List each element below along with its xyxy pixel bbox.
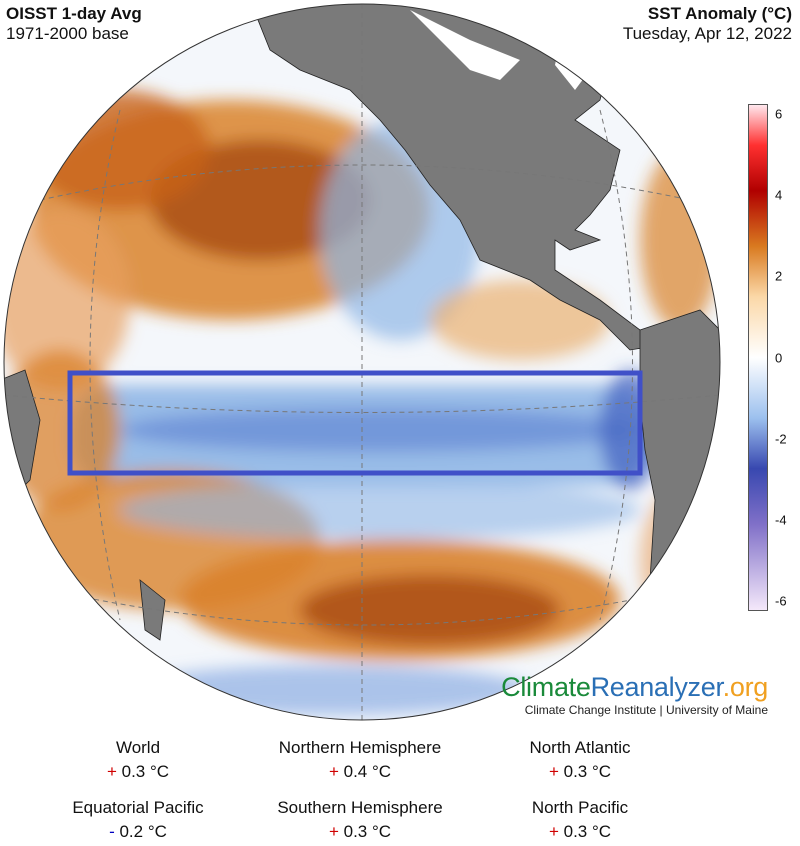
colorbar-tick-label: 4 <box>775 187 783 203</box>
stat-sign: + <box>328 822 339 841</box>
stat-value: + 0.3 °C <box>460 760 700 784</box>
stat-sign: + <box>548 822 559 841</box>
colorbar-tick-label: 0 <box>775 350 783 365</box>
date-label: Tuesday, Apr 12, 2022 <box>622 24 792 43</box>
stat-number: 0.3 °C <box>338 822 392 841</box>
stat-label: Southern Hemisphere <box>277 798 443 817</box>
stat-value: + 0.4 °C <box>240 760 480 784</box>
stat-label: World <box>115 738 161 757</box>
stat-item: North Pacific + 0.3 °C <box>460 796 700 844</box>
stat-number: 0.4 °C <box>338 762 392 781</box>
stat-number: 0.3 °C <box>116 762 170 781</box>
product-title: OISST 1-day Avg <box>6 4 142 23</box>
stat-sign: + <box>548 762 559 781</box>
stat-value: + 0.3 °C <box>240 820 480 844</box>
stat-value: + 0.3 °C <box>18 760 258 784</box>
stat-sign: + <box>328 762 339 781</box>
stat-item: Equatorial Pacific - 0.2 °C <box>18 796 258 844</box>
colorbar-tick-label: 2 <box>775 268 783 284</box>
stat-label: North Pacific <box>531 798 629 817</box>
baseline-subtitle: 1971-2000 base <box>6 24 129 43</box>
brand-logo: ClimateReanalyzer.org <box>501 672 768 702</box>
variable-name: SST Anomaly (°C) <box>647 4 792 23</box>
stat-value: + 0.3 °C <box>460 820 700 844</box>
variable-title: SST Anomaly (°C) Tuesday, Apr 12, 2022 <box>623 4 792 44</box>
stat-item: World + 0.3 °C <box>18 736 258 784</box>
stat-item: Northern Hemisphere + 0.4 °C <box>240 736 480 784</box>
stat-sign: - <box>109 822 115 841</box>
stat-number: 0.2 °C <box>114 822 167 841</box>
colorbar <box>748 104 768 611</box>
stat-item: Southern Hemisphere + 0.3 °C <box>240 796 480 844</box>
map-title: OISST 1-day Avg 1971-2000 base <box>6 4 142 44</box>
stat-label: North Atlantic <box>529 738 631 757</box>
stat-label: Northern Hemisphere <box>278 738 442 757</box>
brand-subtitle: Climate Change Institute | University of… <box>524 703 768 717</box>
stat-item: North Atlantic + 0.3 °C <box>460 736 700 784</box>
south-america-land <box>639 309 720 692</box>
stat-label: Equatorial Pacific <box>72 798 204 817</box>
stat-value: - 0.2 °C <box>18 820 258 844</box>
colorbar-tick-label: 6 <box>775 106 783 122</box>
stat-sign: + <box>106 762 117 781</box>
colorbar-tick-label: -4 <box>775 512 787 528</box>
stat-number: 0.3 °C <box>558 822 612 841</box>
equatorial-pacific-region-box <box>67 370 643 476</box>
stat-number: 0.3 °C <box>558 762 612 781</box>
colorbar-tick-label: -2 <box>775 431 787 447</box>
colorbar-tick-label: -6 <box>775 593 787 609</box>
